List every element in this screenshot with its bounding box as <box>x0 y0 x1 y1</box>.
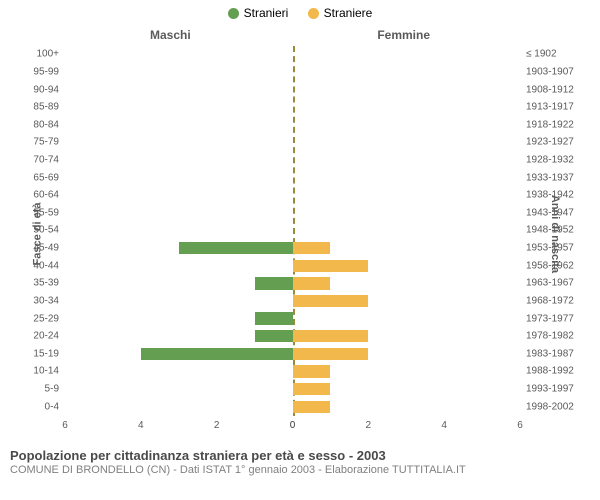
bar-female <box>293 295 369 307</box>
footer-title: Popolazione per cittadinanza straniera p… <box>10 448 590 463</box>
year-label: 1988-1992 <box>520 366 574 377</box>
age-row: 50-541948-1952 <box>65 222 520 240</box>
x-axis: 64200246 <box>65 420 520 434</box>
age-row: 0-41998-2002 <box>65 398 520 416</box>
bar-female <box>293 330 369 342</box>
age-label: 90-94 <box>33 84 65 95</box>
year-label: 1948-1952 <box>520 225 574 236</box>
year-label: ≤ 1902 <box>520 49 557 60</box>
age-row: 35-391963-1967 <box>65 275 520 293</box>
year-label: 1913-1917 <box>520 102 574 113</box>
age-row: 95-991903-1907 <box>65 63 520 81</box>
bar-female <box>293 260 369 272</box>
age-row: 90-941908-1912 <box>65 81 520 99</box>
age-row: 40-441958-1962 <box>65 257 520 275</box>
year-label: 1963-1967 <box>520 278 574 289</box>
year-label: 1958-1962 <box>520 260 574 271</box>
year-label: 1928-1932 <box>520 155 574 166</box>
legend-item-male: Stranieri <box>228 6 289 20</box>
year-label: 1953-1957 <box>520 243 574 254</box>
year-label: 1978-1982 <box>520 331 574 342</box>
footer-subtitle: COMUNE DI BRONDELLO (CN) - Dati ISTAT 1°… <box>10 464 590 476</box>
x-tick: 2 <box>366 420 372 431</box>
age-row: 75-791923-1927 <box>65 134 520 152</box>
age-row: 15-191983-1987 <box>65 345 520 363</box>
bar-female <box>293 348 369 360</box>
legend-swatch-female <box>308 8 319 19</box>
age-label: 100+ <box>36 49 65 60</box>
bar-male <box>255 312 293 324</box>
age-label: 55-59 <box>33 207 65 218</box>
x-tick: 2 <box>214 420 220 431</box>
bar-male <box>179 242 293 254</box>
age-row: 70-741928-1932 <box>65 151 520 169</box>
age-label: 60-64 <box>33 190 65 201</box>
footer: Popolazione per cittadinanza straniera p… <box>0 444 600 476</box>
x-tick: 4 <box>441 420 447 431</box>
age-row: 30-341968-1972 <box>65 292 520 310</box>
age-label: 75-79 <box>33 137 65 148</box>
year-label: 1933-1937 <box>520 172 574 183</box>
year-label: 1923-1927 <box>520 137 574 148</box>
year-label: 1998-2002 <box>520 401 574 412</box>
age-row: 65-691933-1937 <box>65 169 520 187</box>
bar-male <box>255 330 293 342</box>
bar-female <box>293 365 331 377</box>
year-label: 1968-1972 <box>520 295 574 306</box>
year-label: 1918-1922 <box>520 119 574 130</box>
age-row: 55-591943-1947 <box>65 204 520 222</box>
bar-male <box>255 277 293 289</box>
age-label: 15-19 <box>33 348 65 359</box>
age-label: 25-29 <box>33 313 65 324</box>
age-label: 65-69 <box>33 172 65 183</box>
age-label: 85-89 <box>33 102 65 113</box>
age-row: 25-291973-1977 <box>65 310 520 328</box>
legend-swatch-male <box>228 8 239 19</box>
year-label: 1908-1912 <box>520 84 574 95</box>
age-label: 35-39 <box>33 278 65 289</box>
x-tick: 4 <box>138 420 144 431</box>
year-label: 1983-1987 <box>520 348 574 359</box>
age-row: 85-891913-1917 <box>65 98 520 116</box>
age-label: 0-4 <box>45 401 65 412</box>
x-tick: 6 <box>62 420 68 431</box>
age-row: 10-141988-1992 <box>65 363 520 381</box>
column-title-left: Maschi <box>150 28 191 42</box>
age-label: 50-54 <box>33 225 65 236</box>
age-label: 45-49 <box>33 243 65 254</box>
age-label: 80-84 <box>33 119 65 130</box>
age-row: 60-641938-1942 <box>65 186 520 204</box>
column-title-right: Femmine <box>377 28 430 42</box>
age-label: 40-44 <box>33 260 65 271</box>
legend-item-female: Straniere <box>308 6 373 20</box>
bar-female <box>293 383 331 395</box>
age-label: 95-99 <box>33 66 65 77</box>
age-label: 5-9 <box>45 384 65 395</box>
x-tick: 0 <box>290 420 296 431</box>
age-row: 80-841918-1922 <box>65 116 520 134</box>
x-tick: 6 <box>517 420 523 431</box>
year-label: 1943-1947 <box>520 207 574 218</box>
age-row: 45-491953-1957 <box>65 239 520 257</box>
bar-female <box>293 277 331 289</box>
age-row: 20-241978-1982 <box>65 327 520 345</box>
bar-male <box>141 348 293 360</box>
legend-label-female: Straniere <box>324 6 373 20</box>
year-label: 1903-1907 <box>520 66 574 77</box>
age-row: 5-91993-1997 <box>65 380 520 398</box>
age-row: 100+≤ 1902 <box>65 46 520 64</box>
year-label: 1973-1977 <box>520 313 574 324</box>
bar-female <box>293 401 331 413</box>
age-label: 30-34 <box>33 295 65 306</box>
age-label: 20-24 <box>33 331 65 342</box>
year-label: 1938-1942 <box>520 190 574 201</box>
plot-area: 100+≤ 190295-991903-190790-941908-191285… <box>65 46 520 416</box>
bar-female <box>293 242 331 254</box>
legend: Stranieri Straniere <box>0 0 600 24</box>
age-label: 10-14 <box>33 366 65 377</box>
year-label: 1993-1997 <box>520 384 574 395</box>
age-label: 70-74 <box>33 155 65 166</box>
chart: Maschi Femmine Fasce di età Anni di nasc… <box>0 24 600 444</box>
legend-label-male: Stranieri <box>244 6 289 20</box>
